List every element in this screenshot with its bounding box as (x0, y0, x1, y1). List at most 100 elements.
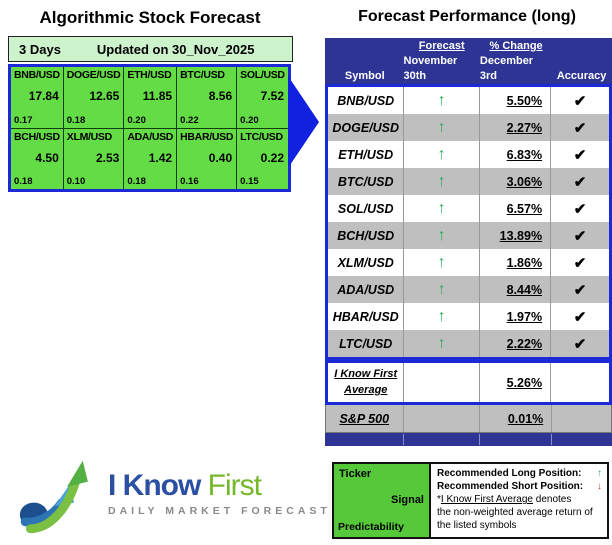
ticker-label: ETH/USD (127, 69, 172, 81)
up-arrow-icon: ↑ (404, 168, 480, 195)
forecast-cell: ADA/USD 1.42 0.18 (124, 128, 177, 189)
forecast-cell: BCH/USD 4.50 0.18 (11, 128, 63, 189)
legend-long-label: Recommended Long Position: (437, 468, 582, 479)
performance-table: Symbol Forecast November 30th % Change D… (325, 38, 612, 446)
forecast-cell: XLM/USD 2.53 0.10 (63, 128, 124, 189)
benchmark-accuracy-cell (552, 405, 611, 432)
signal-value: 2.53 (96, 150, 120, 165)
up-arrow-icon: ↑ (404, 249, 480, 276)
predictability-value: 0.20 (240, 114, 259, 126)
legend-note: *I Know First Average denotes (437, 493, 602, 506)
forecast-cell: LTC/USD 0.22 0.15 (237, 128, 288, 189)
change-cell: 6.57% (480, 195, 552, 222)
check-icon: ✔ (573, 254, 587, 272)
benchmark-label: S&P 500 (326, 405, 404, 432)
benchmark-change-cell: 0.01% (480, 405, 553, 432)
up-arrow-icon: ↑ (404, 303, 480, 330)
logo-part2: First (207, 469, 262, 502)
legend-note-underlined: I Know First Average (440, 494, 533, 505)
signal-value: 0.40 (208, 150, 233, 165)
symbol-cell: HBAR/USD (328, 303, 405, 330)
change-cell: 1.86% (480, 249, 552, 276)
legend-predictability-label: Predictability (338, 521, 404, 533)
up-arrow-icon: ↑ (404, 330, 480, 357)
header-forecast-label: Forecast (418, 40, 465, 52)
change-cell: 6.83% (480, 141, 552, 168)
ticker-label: LTC/USD (240, 130, 283, 143)
performance-row: ETH/USD ↑ 6.83% ✔ (328, 141, 609, 168)
performance-row: HBAR/USD ↑ 1.97% ✔ (328, 303, 609, 330)
predictability-value: 0.16 (180, 176, 199, 187)
up-arrow-icon: ↑ (404, 276, 480, 303)
forecast-horizon: 3 Days (19, 41, 61, 57)
performance-row: DOGE/USD ↑ 2.27% ✔ (328, 114, 609, 141)
performance-table-body: BNB/USD ↑ 5.50% ✔ DOGE/USD ↑ 2.27% ✔ ETH… (325, 84, 612, 360)
ticker-label: HBAR/USD (180, 130, 234, 143)
change-cell: 5.50% (480, 87, 552, 114)
ticker-label: DOGE/USD (66, 69, 121, 81)
forecast-table: BNB/USD 17.84 0.17 DOGE/USD 12.65 0.18 E… (8, 64, 291, 192)
forecast-cell: SOL/USD 7.52 0.20 (237, 67, 288, 128)
symbol-cell: ADA/USD (328, 276, 405, 303)
ticker-label: XLM/USD (66, 130, 112, 143)
legend-box: Ticker Signal Predictability Recommended… (332, 462, 609, 539)
legend-short-line: Recommended Short Position: ↓ (437, 480, 602, 493)
header-change-label: % Change (489, 40, 543, 52)
up-arrow-icon: ↑ (404, 87, 480, 114)
legend-long-line: Recommended Long Position: ↑ (437, 467, 602, 480)
forecast-cell: DOGE/USD 12.65 0.18 (63, 67, 124, 128)
ticker-label: BCH/USD (14, 130, 60, 143)
predictability-value: 0.22 (180, 114, 199, 126)
forecast-cell: ETH/USD 11.85 0.20 (124, 67, 177, 128)
performance-row: BNB/USD ↑ 5.50% ✔ (328, 87, 609, 114)
forecast-cell: HBAR/USD 0.40 0.16 (177, 128, 237, 189)
up-arrow-icon: ↑ (404, 114, 480, 141)
legend-description: Recommended Long Position: ↑ Recommended… (431, 464, 607, 537)
header-forecast: Forecast November 30th (404, 39, 480, 89)
legend-short-label: Recommended Short Position: (437, 481, 584, 492)
check-icon: ✔ (573, 173, 587, 191)
signal-value: 7.52 (260, 89, 284, 103)
footer-cell (326, 434, 404, 445)
symbol-cell: BTC/USD (328, 168, 405, 195)
change-cell: 8.44% (480, 276, 552, 303)
performance-row: LTC/USD ↑ 2.22% ✔ (328, 330, 609, 357)
average-label-line2: Average (344, 383, 388, 396)
logo-text: I Know First DAILY MARKET FORECAST (108, 469, 331, 517)
symbol-cell: XLM/USD (328, 249, 405, 276)
benchmark-row: S&P 500 0.01% (325, 405, 612, 433)
performance-row: BCH/USD ↑ 13.89% ✔ (328, 222, 609, 249)
change-cell: 13.89% (480, 222, 552, 249)
check-icon: ✔ (573, 227, 587, 245)
forecast-updated-date: Updated on 30_Nov_2025 (96, 41, 255, 57)
ticker-label: BNB/USD (14, 69, 60, 81)
average-row: I Know First Average 5.26% (325, 360, 612, 405)
performance-row: BTC/USD ↑ 3.06% ✔ (328, 168, 609, 195)
ticker-label: SOL/USD (240, 69, 285, 81)
legend-ticker-label: Ticker (339, 468, 372, 480)
signal-value: 4.50 (35, 150, 59, 165)
footer-cell (552, 434, 611, 445)
header-change-date: December 3rd (479, 54, 534, 82)
header-accuracy-label: Accuracy (556, 69, 607, 82)
change-cell: 3.06% (480, 168, 552, 195)
predictability-value: 0.20 (127, 114, 146, 126)
performance-row: ADA/USD ↑ 8.44% ✔ (328, 276, 609, 303)
change-cell: 2.22% (480, 330, 552, 357)
forecast-cell: BNB/USD 17.84 0.17 (11, 67, 63, 128)
legend-note-line3: the listed symbols (437, 520, 517, 531)
signal-value: 1.42 (148, 150, 173, 165)
right-arrow-shape (288, 76, 319, 168)
change-cell: 1.97% (480, 303, 552, 330)
legend-key-cell: Ticker Signal Predictability (334, 464, 431, 537)
logo-part1: I Know (108, 469, 201, 502)
signal-value: 17.84 (28, 89, 59, 103)
up-arrow-icon: ↑ (404, 195, 480, 222)
change-cell: 2.27% (480, 114, 552, 141)
average-accuracy-cell (551, 363, 609, 402)
predictability-value: 0.18 (127, 176, 146, 187)
up-arrow-icon: ↑ (404, 222, 480, 249)
logo-subtitle: DAILY MARKET FORECAST (108, 505, 331, 517)
predictability-value: 0.18 (66, 114, 86, 126)
logo-wordmark: I Know First (108, 469, 331, 503)
